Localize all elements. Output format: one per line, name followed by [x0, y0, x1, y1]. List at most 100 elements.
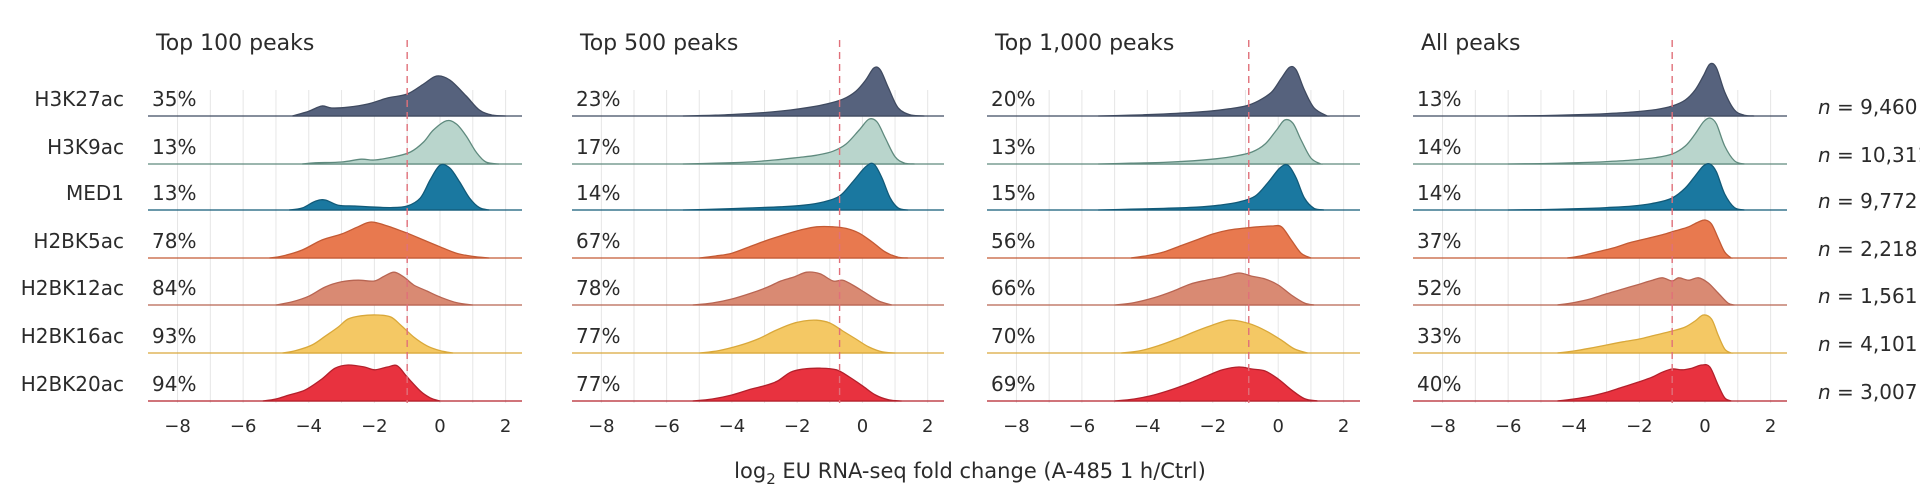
percent-label: 56%: [991, 229, 1035, 253]
percent-label: 14%: [1417, 181, 1461, 205]
n-label-value: = 9,772: [1831, 189, 1918, 213]
ridge-H2BK16ac: [699, 319, 896, 354]
percent-label: 40%: [1417, 372, 1461, 396]
row-label: H3K27ac: [34, 87, 124, 111]
x-tick-label: 2: [922, 416, 933, 437]
n-label: n = 10,311: [1818, 143, 1920, 167]
percent-label: 78%: [576, 276, 620, 300]
row-label: H2BK5ac: [33, 229, 124, 253]
n-label-prefix: n: [1818, 380, 1831, 404]
percent-label: 20%: [991, 87, 1035, 111]
ridge-H2BK5ac: [269, 221, 490, 259]
percent-label: 23%: [576, 87, 620, 111]
panel-title: Top 1,000 peaks: [994, 31, 1174, 56]
panel-title: Top 100 peaks: [155, 31, 314, 56]
ridge-H2BK12ac: [1557, 277, 1735, 306]
n-label-prefix: n: [1818, 95, 1831, 119]
ridge-MED1: [289, 163, 490, 211]
ridge-H3K9ac: [1098, 118, 1323, 165]
panel-title: All peaks: [1421, 31, 1520, 56]
row-labels: H3K27ac H3K9ac MED1 H2BK5ac H2BK12ac H2BK16ac…: [21, 87, 124, 396]
percent-label: 14%: [576, 181, 620, 205]
n-label: n = 9,460: [1818, 95, 1917, 119]
n-label-prefix: n: [1818, 143, 1831, 167]
x-tick-label: −2: [1626, 416, 1653, 437]
panel-1: Top 100 peaks 35% 13% 13% 78% 84% 93% 94% −8 −6 −4…: [148, 31, 522, 437]
ridge-H2BK5ac: [1130, 224, 1312, 259]
ridge-H3K27ac: [1098, 65, 1330, 117]
row-label: H2BK20ac: [21, 372, 124, 396]
x-tick-label: −2: [1199, 416, 1226, 437]
ridge-H2BK20ac: [1557, 364, 1732, 402]
n-label: n = 1,561: [1818, 284, 1917, 308]
n-label-prefix: n: [1818, 332, 1831, 356]
percent-label: 84%: [152, 276, 196, 300]
x-axis-title-rest: EU RNA-seq fold change (A-485 1 h/Ctrl): [776, 459, 1206, 483]
percent-label: 77%: [576, 372, 620, 396]
n-label-value: = 3,007: [1831, 380, 1918, 404]
ridge-H2BK12ac: [692, 271, 892, 306]
percent-label: 66%: [991, 276, 1035, 300]
x-axis-title-subscript: 2: [766, 470, 776, 488]
x-tick-label: −8: [1429, 416, 1456, 437]
x-tick-label: 0: [857, 416, 868, 437]
x-tick-label: −4: [295, 416, 322, 437]
percent-label: 70%: [991, 324, 1035, 348]
ridge-H2BK20ac: [1114, 366, 1318, 402]
x-tick-label: 2: [1338, 416, 1349, 437]
row-label: MED1: [66, 181, 124, 205]
ridge-H3K27ac: [1508, 62, 1755, 117]
n-label: n = 4,101: [1818, 332, 1917, 356]
x-tick-label: 0: [1699, 416, 1710, 437]
percent-label: 37%: [1417, 229, 1461, 253]
percent-label: 94%: [152, 372, 196, 396]
ridge-H2BK20ac: [262, 364, 441, 402]
n-label-value: = 2,218: [1831, 237, 1918, 261]
percent-label: 33%: [1417, 324, 1461, 348]
percent-label: 77%: [576, 324, 620, 348]
row-label: H2BK12ac: [21, 276, 124, 300]
panels: Top 100 peaks 35% 13% 13% 78% 84% 93% 94% −8 −6 −4…: [148, 31, 1787, 437]
x-tick-label: −4: [1560, 416, 1587, 437]
n-label-value: = 10,311: [1831, 143, 1920, 167]
x-tick-label: −2: [784, 416, 811, 437]
percent-label: 78%: [152, 229, 196, 253]
x-tick-label: 2: [1765, 416, 1776, 437]
ridge-H3K9ac: [302, 119, 500, 165]
percent-label: 67%: [576, 229, 620, 253]
percent-label: 14%: [1417, 135, 1461, 159]
ridge-H2BK5ac: [1567, 219, 1733, 259]
x-tick-label: −2: [361, 416, 388, 437]
ridge-MED1: [1098, 163, 1325, 211]
n-label-prefix: n: [1818, 237, 1831, 261]
percent-label: 13%: [1417, 87, 1461, 111]
x-tick-label: −6: [1069, 416, 1096, 437]
ridge-MED1: [1508, 162, 1745, 211]
percent-label: 93%: [152, 324, 196, 348]
percent-label: 13%: [152, 181, 196, 205]
ridge-H2BK16ac: [1121, 319, 1308, 354]
panel-4: All peaks 13% 14% 14% 37% 52% 33% 40% −8 −6 −4 −2 0 2: [1413, 31, 1787, 437]
ridge-H2BK20ac: [692, 367, 902, 402]
ridge-H3K27ac: [682, 66, 925, 117]
panel-title: Top 500 peaks: [579, 31, 738, 56]
percent-label: 52%: [1417, 276, 1461, 300]
x-tick-label: 0: [434, 416, 445, 437]
panel-3: Top 1,000 peaks 20% 13% 15% 56% 66% 70% 69% −8 −6…: [987, 31, 1360, 437]
ridge-H2BK12ac: [1114, 272, 1315, 306]
n-label: n = 3,007: [1818, 380, 1917, 404]
percent-label: 17%: [576, 135, 620, 159]
x-tick-label: −6: [653, 416, 680, 437]
n-label-value: = 9,460: [1831, 95, 1918, 119]
n-label-prefix: n: [1818, 189, 1831, 213]
ridge-H2BK16ac: [282, 314, 454, 354]
x-tick-label: −8: [588, 416, 615, 437]
x-tick-label: −8: [1003, 416, 1030, 437]
ridge-H2BK12ac: [275, 271, 473, 306]
x-tick-label: 0: [1272, 416, 1283, 437]
x-tick-label: −6: [230, 416, 257, 437]
x-tick-label: −6: [1495, 416, 1522, 437]
x-tick-label: 2: [500, 416, 511, 437]
